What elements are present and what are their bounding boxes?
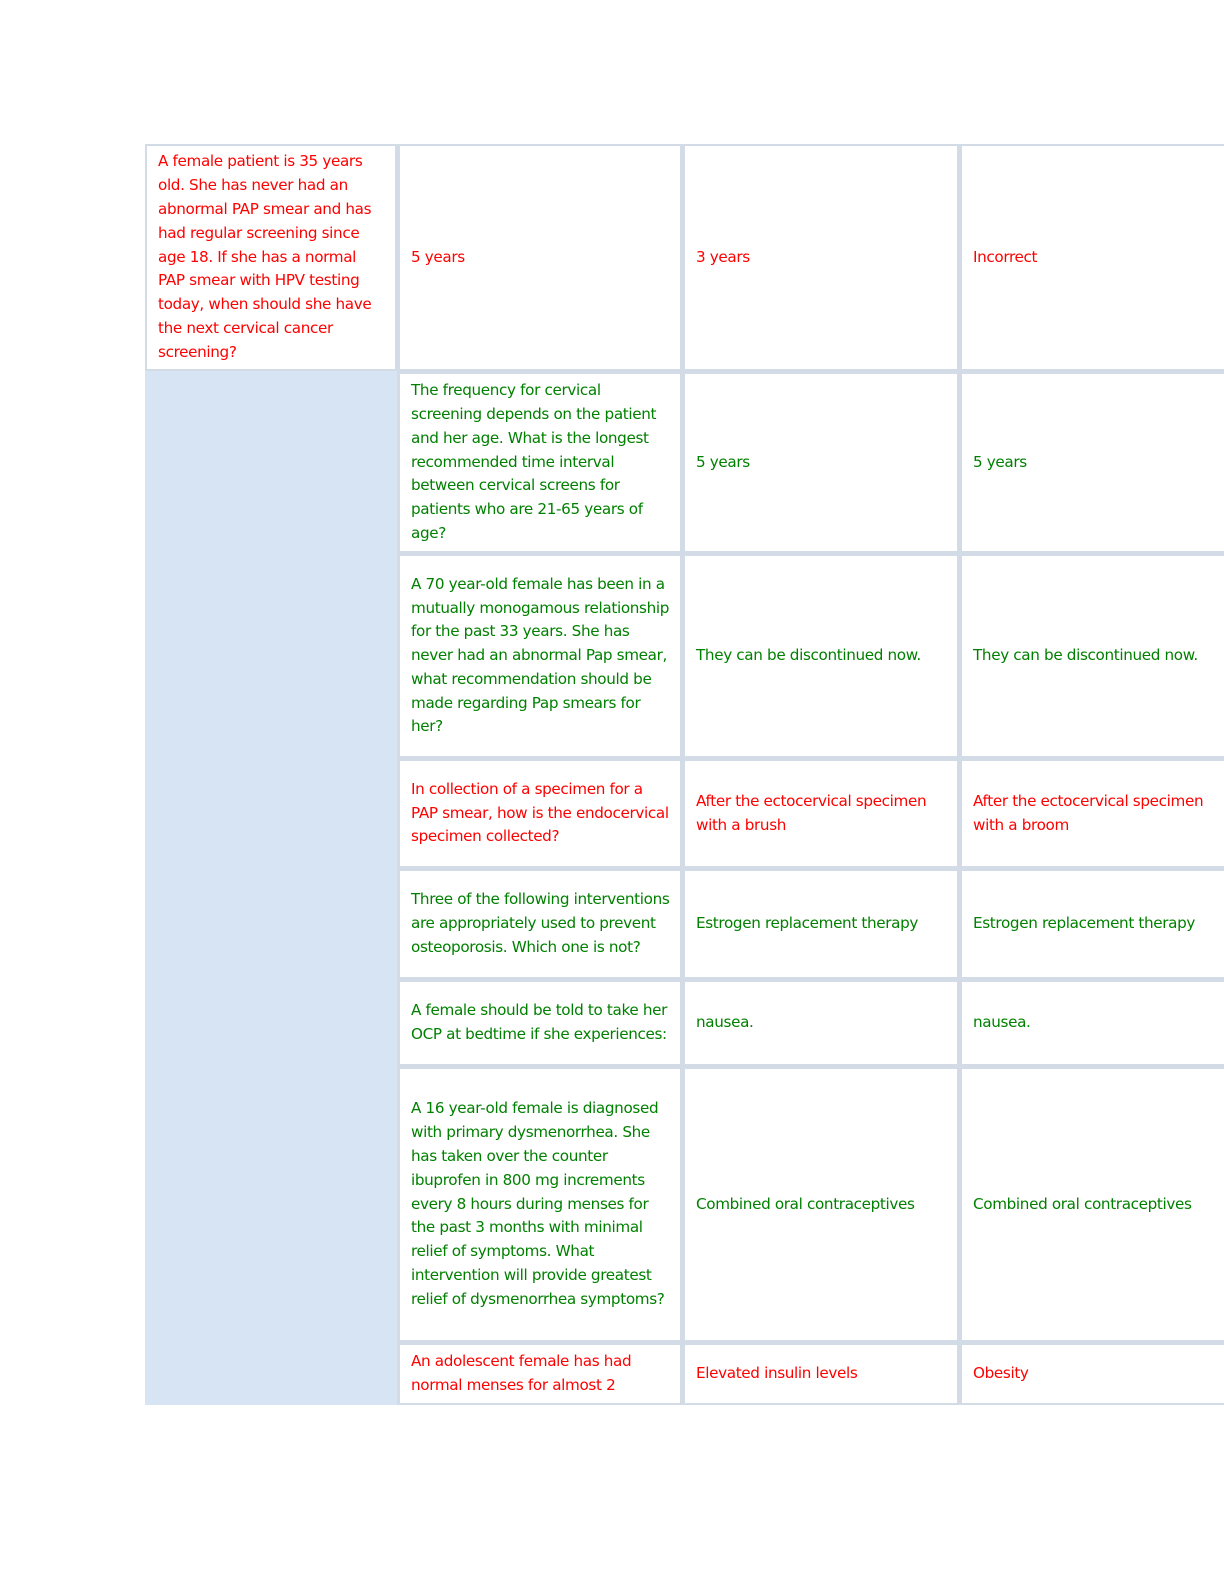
table-row: An adolescent female has had normal mens… bbox=[145, 1342, 1224, 1405]
answer-cell: 5 years bbox=[397, 144, 682, 371]
answer-cell: 5 years bbox=[682, 371, 959, 553]
answer-cell: 3 years bbox=[682, 144, 959, 371]
question-cell: Three of the following interventions are… bbox=[397, 868, 682, 979]
answer-cell: Estrogen replacement therapy bbox=[682, 868, 959, 979]
question-cell: A 70 year-old female has been in a mutua… bbox=[397, 553, 682, 758]
empty-cell bbox=[145, 868, 397, 979]
answer-cell: After the ectocervical specimen with a b… bbox=[682, 758, 959, 868]
table-row: A female patient is 35 years old. She ha… bbox=[145, 144, 1224, 371]
answer-cell: Obesity bbox=[959, 1342, 1224, 1405]
result-cell: Incorrect bbox=[959, 144, 1224, 371]
answer-cell: 5 years bbox=[959, 371, 1224, 553]
answer-cell: nausea. bbox=[959, 979, 1224, 1066]
table-row: A 16 year-old female is diagnosed with p… bbox=[145, 1066, 1224, 1342]
answer-cell: nausea. bbox=[682, 979, 959, 1066]
empty-cell bbox=[145, 1342, 397, 1405]
answer-cell: Elevated insulin levels bbox=[682, 1342, 959, 1405]
table-row: Three of the following interventions are… bbox=[145, 868, 1224, 979]
table-row: A 70 year-old female has been in a mutua… bbox=[145, 553, 1224, 758]
answer-cell: Combined oral contraceptives bbox=[959, 1066, 1224, 1342]
answer-cell: They can be discontinued now. bbox=[682, 553, 959, 758]
empty-cell bbox=[145, 1066, 397, 1342]
empty-cell bbox=[145, 553, 397, 758]
empty-cell bbox=[145, 371, 397, 553]
answer-cell: Combined oral contraceptives bbox=[682, 1066, 959, 1342]
question-cell: An adolescent female has had normal mens… bbox=[397, 1342, 682, 1405]
answer-cell: After the ectocervical specimen with a b… bbox=[959, 758, 1224, 868]
question-cell: A female should be told to take her OCP … bbox=[397, 979, 682, 1066]
question-cell: In collection of a specimen for a PAP sm… bbox=[397, 758, 682, 868]
empty-cell bbox=[145, 758, 397, 868]
table-row: In collection of a specimen for a PAP sm… bbox=[145, 758, 1224, 868]
question-cell: A 16 year-old female is diagnosed with p… bbox=[397, 1066, 682, 1342]
empty-cell bbox=[145, 979, 397, 1066]
question-cell: A female patient is 35 years old. She ha… bbox=[145, 144, 397, 371]
table-row: A female should be told to take her OCP … bbox=[145, 979, 1224, 1066]
answer-cell: Estrogen replacement therapy bbox=[959, 868, 1224, 979]
answer-cell: They can be discontinued now. bbox=[959, 553, 1224, 758]
question-cell: The frequency for cervical screening dep… bbox=[397, 371, 682, 553]
quiz-results-table: A female patient is 35 years old. She ha… bbox=[145, 144, 1224, 1405]
table-row: The frequency for cervical screening dep… bbox=[145, 371, 1224, 553]
